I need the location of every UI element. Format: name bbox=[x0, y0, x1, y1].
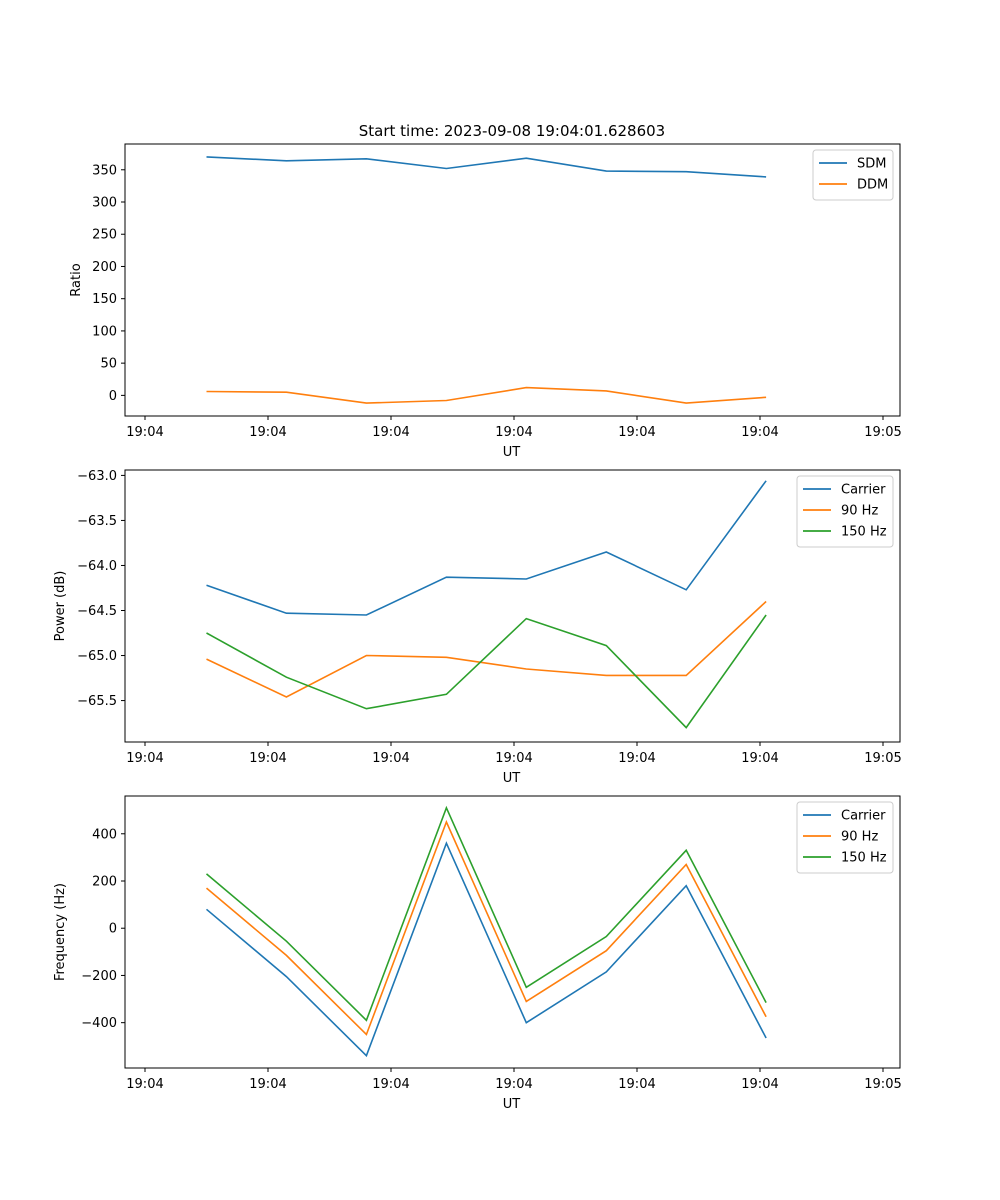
y-axis-label: Power (dB) bbox=[53, 571, 68, 642]
y-tick-label: −65.5 bbox=[77, 694, 117, 709]
x-tick-label: 19:04 bbox=[618, 425, 655, 440]
x-axis-label: UT bbox=[503, 1097, 521, 1112]
x-tick-label: 19:04 bbox=[495, 751, 532, 766]
subplot-2: 19:04 19:04 19:04 19:04 19:04 19:04 19:05 −63.0… bbox=[53, 469, 902, 786]
y-tick-label: −400 bbox=[81, 1016, 117, 1031]
x-tick-label: 19:04 bbox=[495, 1077, 532, 1092]
x-axis-label: UT bbox=[503, 771, 521, 786]
y-tick-label: 0 bbox=[109, 389, 117, 404]
x-tick-label: 19:04 bbox=[249, 425, 286, 440]
x-tick-label: 19:04 bbox=[126, 425, 163, 440]
legend-entry: SDM bbox=[857, 157, 886, 172]
y-axis-label: Ratio bbox=[69, 263, 84, 296]
y-tick-label: −63.0 bbox=[77, 469, 117, 484]
y-tick-label: 100 bbox=[92, 324, 117, 339]
x-tick-label: 19:05 bbox=[864, 1077, 901, 1092]
y-tick-label: 350 bbox=[92, 163, 117, 178]
x-tick-label: 19:04 bbox=[741, 1077, 778, 1092]
series-line-90-hz bbox=[205, 819, 767, 1036]
chart-title: Start time: 2023-09-08 19:04:01.628603 bbox=[359, 122, 665, 140]
y-tick-label: 200 bbox=[92, 260, 117, 275]
x-tick-label: 19:04 bbox=[249, 1077, 286, 1092]
legend-entry: 90 Hz bbox=[841, 830, 878, 845]
y-tick-label: 0 bbox=[109, 922, 117, 937]
legend: Carrier 90 Hz 150 Hz bbox=[796, 801, 894, 874]
series-line-90-hz bbox=[206, 600, 767, 698]
legend-entry: 150 Hz bbox=[841, 851, 887, 866]
y-tick-label: 50 bbox=[100, 357, 117, 372]
legend-entry: Carrier bbox=[841, 809, 886, 824]
series-line-150-hz bbox=[206, 614, 767, 729]
x-tick-label: 19:04 bbox=[618, 1077, 655, 1092]
x-tick-label: 19:05 bbox=[864, 425, 901, 440]
legend-box bbox=[796, 801, 894, 874]
y-tick-label: 300 bbox=[92, 196, 117, 211]
y-tick-label: −200 bbox=[81, 969, 117, 984]
x-tick-label: 19:04 bbox=[126, 751, 163, 766]
subplots: 19:04 19:04 19:04 19:04 19:04 19:04 19:05 0 50 10… bbox=[53, 143, 902, 1112]
x-tick-label: 19:04 bbox=[249, 751, 286, 766]
y-tick-label: −64.0 bbox=[77, 559, 117, 574]
series-line-ddm bbox=[206, 386, 767, 404]
legend: SDM DDM bbox=[812, 149, 894, 201]
x-tick-label: 19:04 bbox=[741, 425, 778, 440]
x-tick-label: 19:04 bbox=[126, 1077, 163, 1092]
legend-entry: Carrier bbox=[841, 483, 886, 498]
axes-frame bbox=[124, 143, 901, 417]
subplot-3: 19:04 19:04 19:04 19:04 19:04 19:04 19:05 400 20… bbox=[53, 795, 902, 1112]
x-tick-label: 19:04 bbox=[741, 751, 778, 766]
subplot-1: 19:04 19:04 19:04 19:04 19:04 19:04 19:05 0 50 10… bbox=[69, 143, 902, 460]
y-tick-label: 200 bbox=[92, 875, 117, 890]
x-axis-label: UT bbox=[503, 445, 521, 460]
legend: Carrier 90 Hz 150 Hz bbox=[796, 475, 894, 548]
series-line-carrier bbox=[205, 841, 767, 1058]
series-line-sdm bbox=[206, 156, 767, 178]
axes-frame bbox=[124, 469, 901, 743]
series-line-150-hz bbox=[205, 805, 767, 1022]
x-tick-label: 19:04 bbox=[495, 425, 532, 440]
y-tick-label: −64.5 bbox=[77, 604, 117, 619]
x-tick-label: 19:04 bbox=[372, 425, 409, 440]
series-line-carrier bbox=[206, 480, 767, 616]
x-tick-label: 19:04 bbox=[372, 751, 409, 766]
legend-box bbox=[796, 475, 894, 548]
legend-entry: DDM bbox=[857, 178, 888, 193]
y-tick-label: −65.0 bbox=[77, 649, 117, 664]
y-tick-label: 250 bbox=[92, 228, 117, 243]
y-axis-label: Frequency (Hz) bbox=[53, 883, 68, 981]
y-tick-label: 400 bbox=[92, 827, 117, 842]
x-tick-label: 19:04 bbox=[372, 1077, 409, 1092]
legend-entry: 90 Hz bbox=[841, 504, 878, 519]
y-tick-label: −63.5 bbox=[77, 514, 117, 529]
y-tick-label: 150 bbox=[92, 292, 117, 307]
x-tick-label: 19:04 bbox=[618, 751, 655, 766]
legend-entry: 150 Hz bbox=[841, 525, 887, 540]
x-tick-label: 19:05 bbox=[864, 751, 901, 766]
axes-frame bbox=[124, 795, 901, 1069]
